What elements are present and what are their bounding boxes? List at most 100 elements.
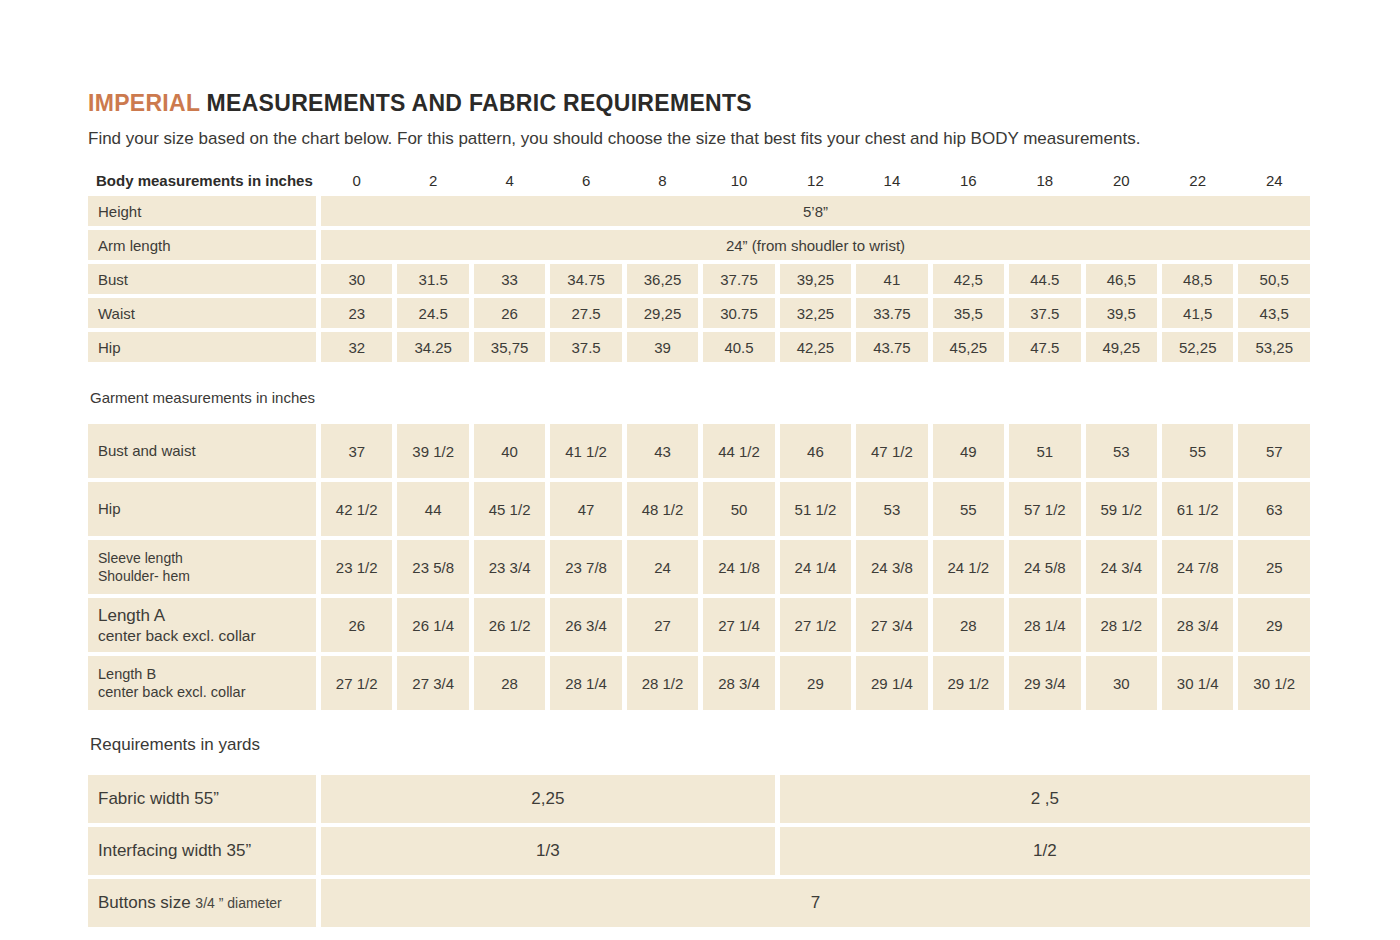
measurement-cell: 37.5 [550,332,621,362]
size-column-header: 2 [397,168,468,192]
row-label: Sleeve length Shoulder- hem [88,540,316,594]
body-measurements-table: Body measurements in inches 0 2 4 6 8 10… [83,164,1315,366]
size-column-header: 18 [1009,168,1080,192]
measurement-cell: 48 1/2 [627,482,698,536]
measurement-cell: 29 [780,656,851,710]
measurement-cell: 24 1/4 [780,540,851,594]
measurement-cell: 24 5/8 [1009,540,1080,594]
measurement-cell: 39,5 [1086,298,1157,328]
row-label-subline: center back excl. collar [98,683,316,701]
measurement-cell: 27 [627,598,698,652]
row-label-subline: center back excl. collar [98,626,316,645]
size-chart-page: IMPERIAL MEASUREMENTS AND FABRIC REQUIRE… [88,90,1320,931]
measurement-cell: 31.5 [397,264,468,294]
interfacing-yardage-small-sizes-cell: 1/3 [321,827,775,875]
measurement-cell: 45,25 [933,332,1004,362]
measurement-cell: 24.5 [397,298,468,328]
measurement-cell: 29 1/4 [856,656,927,710]
measurement-cell: 42 1/2 [321,482,392,536]
measurement-cell: 27 3/4 [856,598,927,652]
fabric-width-row: Fabric width 55” 2,25 2 ,5 [88,775,1310,823]
measurement-cell: 40.5 [703,332,774,362]
measurement-cell: 41 [856,264,927,294]
row-label: Length A center back excl. collar [88,598,316,652]
measurement-cell: 57 1/2 [1009,482,1080,536]
row-label: Arm length [88,230,316,260]
measurement-cell: 29,25 [627,298,698,328]
measurement-cell: 51 1/2 [780,482,851,536]
measurement-cell: 47.5 [1009,332,1080,362]
buttons-label: Buttons size [98,893,191,912]
size-column-header: 6 [550,168,621,192]
size-column-header: 24 [1238,168,1310,192]
measurement-cell: 44.5 [1009,264,1080,294]
measurement-cell: 27 1/2 [321,656,392,710]
measurement-cell: 27 1/4 [703,598,774,652]
measurement-cell: 43,5 [1238,298,1310,328]
interfacing-width-row: Interfacing width 35” 1/3 1/2 [88,827,1310,875]
measurement-cell: 23 3/4 [474,540,545,594]
measurement-cell: 46 [780,424,851,478]
hip-row: Hip 32 34.25 35,75 37.5 39 40.5 42,25 43… [88,332,1310,362]
measurement-cell: 30 1/2 [1238,656,1310,710]
row-label-subline: Shoulder- hem [98,567,316,585]
measurement-cell: 53 [856,482,927,536]
measurement-cell: 35,5 [933,298,1004,328]
measurement-cell: 49 [933,424,1004,478]
measurement-cell: 24 3/8 [856,540,927,594]
garment-hip-row: Hip 42 1/2 44 45 1/2 47 48 1/2 50 51 1/2… [88,482,1310,536]
size-column-header: 8 [627,168,698,192]
measurement-cell: 55 [1162,424,1233,478]
page-title: IMPERIAL MEASUREMENTS AND FABRIC REQUIRE… [88,90,1320,117]
measurement-cell: 47 [550,482,621,536]
size-header-row: Body measurements in inches 0 2 4 6 8 10… [88,168,1310,192]
measurement-cell: 48,5 [1162,264,1233,294]
garment-measurements-table: Bust and waist 37 39 1/2 40 41 1/2 43 44… [83,420,1315,714]
measurement-cell: 23 [321,298,392,328]
sleeve-length-row: Sleeve length Shoulder- hem 23 1/2 23 5/… [88,540,1310,594]
measurement-cell: 53,25 [1238,332,1310,362]
measurement-cell: 55 [933,482,1004,536]
row-label: Buttons size 3/4 ” diameter [88,879,316,927]
garment-section-heading: Garment measurements in inches [90,389,1320,406]
measurement-cell: 26 [321,598,392,652]
measurement-cell: 41,5 [1162,298,1233,328]
measurement-cell: 46,5 [1086,264,1157,294]
measurement-cell: 53 [1086,424,1157,478]
arm-length-value-cell: 24” (from shoudler to wrist) [321,230,1310,260]
height-row: Height 5’8” [88,196,1310,226]
measurement-cell: 28 3/4 [1162,598,1233,652]
title-rest: MEASUREMENTS AND FABRIC REQUIREMENTS [200,90,752,116]
size-column-header: 16 [933,168,1004,192]
row-label-line: Length B [98,665,316,683]
measurement-cell: 40 [474,424,545,478]
row-label: Fabric width 55” [88,775,316,823]
measurement-cell: 35,75 [474,332,545,362]
height-value-cell: 5’8” [321,196,1310,226]
measurement-cell: 57 [1238,424,1310,478]
measurement-cell: 37.75 [703,264,774,294]
measurement-cell: 32 [321,332,392,362]
measurement-cell: 23 1/2 [321,540,392,594]
measurement-cell: 36,25 [627,264,698,294]
row-label: Hip [88,482,316,536]
measurement-cell: 61 1/2 [1162,482,1233,536]
row-label-line: Bust and waist [98,442,316,460]
row-label: Hip [88,332,316,362]
measurement-cell: 26 1/2 [474,598,545,652]
measurement-cell: 27.5 [550,298,621,328]
buttons-row: Buttons size 3/4 ” diameter 7 [88,879,1310,927]
measurement-cell: 52,25 [1162,332,1233,362]
measurement-cell: 24 1/2 [933,540,1004,594]
measurement-cell: 25 [1238,540,1310,594]
measurement-cell: 24 [627,540,698,594]
size-column-header: 20 [1086,168,1157,192]
measurement-cell: 34.75 [550,264,621,294]
measurement-cell: 59 1/2 [1086,482,1157,536]
measurement-cell: 27 1/2 [780,598,851,652]
measurement-cell: 30.75 [703,298,774,328]
measurement-cell: 51 [1009,424,1080,478]
length-b-row: Length B center back excl. collar 27 1/2… [88,656,1310,710]
row-label: Bust and waist [88,424,316,478]
waist-row: Waist 23 24.5 26 27.5 29,25 30.75 32,25 … [88,298,1310,328]
